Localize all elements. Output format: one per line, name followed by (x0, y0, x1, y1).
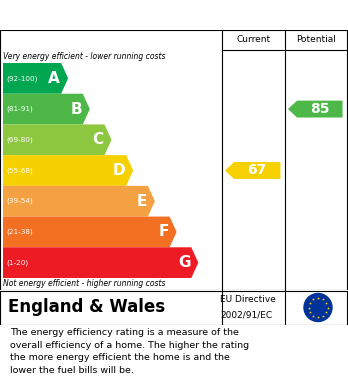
Text: B: B (70, 102, 82, 117)
Text: Not energy efficient - higher running costs: Not energy efficient - higher running co… (3, 279, 166, 288)
Text: E: E (136, 194, 147, 209)
Polygon shape (3, 217, 176, 247)
Polygon shape (288, 100, 342, 118)
Polygon shape (3, 186, 155, 217)
Text: 67: 67 (247, 163, 267, 178)
Text: England & Wales: England & Wales (8, 298, 165, 316)
Text: F: F (158, 224, 168, 239)
Text: (92-100): (92-100) (6, 75, 37, 82)
Text: A: A (48, 71, 60, 86)
Text: (39-54): (39-54) (6, 198, 33, 204)
Text: EU Directive: EU Directive (220, 295, 276, 304)
Polygon shape (3, 247, 198, 278)
Text: Very energy efficient - lower running costs: Very energy efficient - lower running co… (3, 52, 166, 61)
Text: Energy Efficiency Rating: Energy Efficiency Rating (69, 7, 279, 23)
Polygon shape (3, 155, 133, 186)
Circle shape (304, 294, 332, 321)
Text: (55-68): (55-68) (6, 167, 33, 174)
Polygon shape (3, 63, 68, 94)
Text: G: G (178, 255, 190, 270)
Text: The energy efficiency rating is a measure of the
overall efficiency of a home. T: The energy efficiency rating is a measur… (10, 328, 250, 375)
Text: 85: 85 (310, 102, 330, 116)
Text: 2002/91/EC: 2002/91/EC (220, 311, 272, 320)
Text: (1-20): (1-20) (6, 259, 28, 266)
Text: Current: Current (236, 36, 270, 45)
Text: (21-38): (21-38) (6, 229, 33, 235)
Polygon shape (3, 124, 111, 155)
Text: C: C (92, 132, 103, 147)
Text: (81-91): (81-91) (6, 106, 33, 112)
Polygon shape (3, 94, 90, 124)
Text: D: D (112, 163, 125, 178)
Text: Potential: Potential (296, 36, 336, 45)
Text: (69-80): (69-80) (6, 136, 33, 143)
Polygon shape (225, 162, 280, 179)
